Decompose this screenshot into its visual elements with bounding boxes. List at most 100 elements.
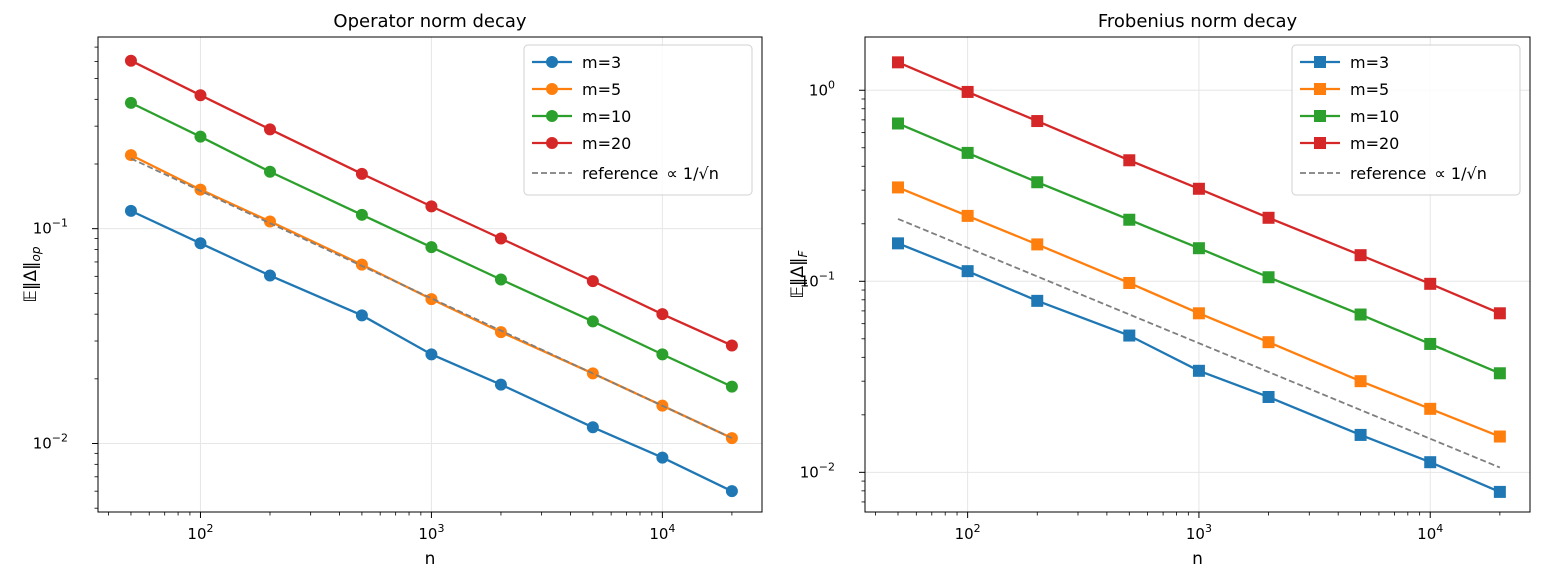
data-point-m=5 (194, 183, 207, 196)
data-point-m=10 (656, 348, 669, 361)
data-point-m=3 (586, 421, 599, 434)
chart-panel-frobenius: 102 103 104 100 10−1 10−2 Frobenius norm decay… (788, 11, 1531, 569)
x-tick-label: 103 (1186, 522, 1212, 543)
data-point-m=3 (494, 378, 507, 391)
legend-label-reference: reference ∝ 1/√n (1350, 164, 1487, 183)
legend-swatch-marker (546, 83, 558, 95)
data-point-m=5 (124, 149, 137, 162)
data-point-m=3 (1192, 364, 1205, 377)
x-tick-label: 102 (187, 522, 213, 543)
data-point-m=10 (961, 146, 974, 159)
legend-swatch-marker (1314, 110, 1326, 122)
data-point-m=20 (124, 54, 137, 67)
x-tick-label: 104 (1417, 522, 1443, 543)
y-tick-label: 10−2 (800, 460, 835, 481)
chart-panel-operator: 102 103 104 10−1 10−2 Operator norm decay n 𝔼‖Δ… (21, 11, 763, 569)
data-point-m=5 (355, 258, 368, 271)
legend-label: m=20 (1350, 134, 1399, 153)
data-point-m=3 (656, 451, 669, 464)
data-point-m=3 (124, 204, 137, 217)
data-point-m=5 (1354, 375, 1367, 388)
data-point-m=20 (891, 56, 904, 69)
data-point-m=10 (124, 96, 137, 109)
legend-label: m=5 (1350, 80, 1389, 99)
legend: m=3 m=5 m=10 m=20 reference ∝ 1/√n (1291, 44, 1521, 196)
data-point-m=5 (1493, 430, 1506, 443)
legend-label: m=10 (582, 107, 631, 126)
data-point-m=20 (1424, 277, 1437, 290)
legend-swatch-marker (546, 110, 558, 122)
legend-swatch-marker (1314, 83, 1326, 95)
data-point-m=10 (1424, 337, 1437, 350)
data-point-m=5 (1031, 238, 1044, 251)
data-point-m=10 (1354, 308, 1367, 321)
y-tick-label: 10−2 (33, 432, 68, 453)
data-point-m=5 (1192, 307, 1205, 320)
data-point-m=20 (1262, 211, 1275, 224)
legend-box (523, 44, 753, 196)
legend-swatch-marker (1314, 56, 1326, 68)
data-point-m=3 (1123, 329, 1136, 342)
data-point-m=3 (1031, 294, 1044, 307)
data-point-m=20 (1354, 249, 1367, 262)
data-point-m=20 (1123, 154, 1136, 167)
data-point-m=3 (355, 309, 368, 322)
x-axis-label: n (425, 549, 436, 569)
y-tick-label: 10−1 (33, 217, 68, 238)
x-tick-label: 102 (955, 522, 981, 543)
data-point-m=20 (263, 123, 276, 136)
data-point-m=20 (725, 339, 738, 352)
data-point-m=10 (1123, 213, 1136, 226)
data-point-m=10 (494, 273, 507, 286)
data-point-m=3 (263, 269, 276, 282)
data-point-m=20 (355, 167, 368, 180)
legend-swatch-marker (546, 137, 558, 149)
data-point-m=20 (586, 275, 599, 288)
legend-label: m=10 (1350, 107, 1399, 126)
data-point-m=3 (1424, 456, 1437, 469)
data-point-m=3 (1262, 390, 1275, 403)
data-point-m=10 (1031, 176, 1044, 189)
data-point-m=20 (194, 89, 207, 102)
data-point-m=5 (891, 181, 904, 194)
data-point-m=10 (263, 165, 276, 178)
legend-label-reference: reference ∝ 1/√n (582, 164, 719, 183)
data-point-m=20 (1031, 115, 1044, 128)
data-point-m=20 (425, 200, 438, 213)
data-point-m=3 (1354, 428, 1367, 441)
data-point-m=20 (1192, 182, 1205, 195)
axes-frame (97, 36, 763, 513)
data-point-m=5 (425, 293, 438, 306)
legend-swatch-marker (1314, 137, 1326, 149)
y-axis-label: 𝔼‖Δ‖F (788, 249, 810, 298)
legend-label: m=3 (582, 53, 621, 72)
data-point-m=3 (1493, 485, 1506, 498)
data-point-m=3 (891, 237, 904, 250)
axes-frame (864, 36, 1531, 513)
x-tick-label: 104 (649, 522, 675, 543)
data-point-m=10 (1262, 271, 1275, 284)
legend-swatch-marker (546, 56, 558, 68)
data-point-m=10 (425, 241, 438, 254)
data-point-m=5 (494, 326, 507, 339)
chart-title: Frobenius norm decay (1098, 11, 1298, 32)
data-point-m=10 (891, 117, 904, 130)
data-point-m=10 (725, 380, 738, 393)
legend: m=3 m=5 m=10 m=20 reference ∝ 1/√n (523, 44, 753, 196)
y-tick-label: 10−1 (800, 269, 835, 290)
x-axis-label: n (1192, 549, 1203, 569)
data-point-m=20 (494, 232, 507, 245)
data-point-m=10 (355, 208, 368, 221)
data-point-m=20 (961, 85, 974, 98)
legend-label: m=5 (582, 80, 621, 99)
reference-line (897, 218, 1501, 469)
legend-label: m=20 (582, 134, 631, 153)
reference-line (130, 157, 733, 439)
plot-area (891, 56, 1506, 498)
data-point-m=5 (1424, 402, 1437, 415)
data-point-m=10 (586, 315, 599, 328)
data-point-m=10 (1192, 242, 1205, 255)
plot-area (124, 54, 738, 498)
data-point-m=3 (425, 348, 438, 361)
